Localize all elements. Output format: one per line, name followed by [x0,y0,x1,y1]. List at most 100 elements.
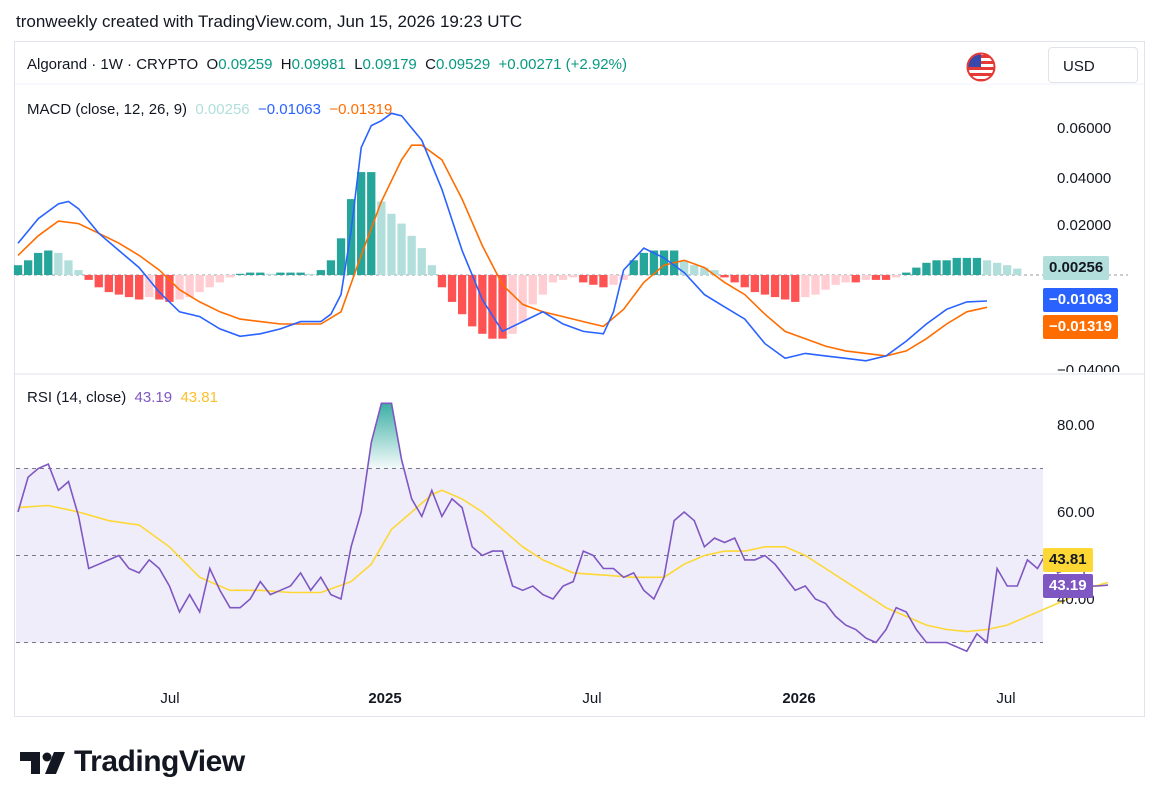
macd-histogram-bar [912,267,921,275]
macd-histogram-bar [538,275,547,295]
x-tick: Jul [582,690,602,707]
macd-histogram-bar [316,270,325,275]
macd-histogram-bar [993,262,1002,276]
macd-histogram-bar [205,275,214,288]
macd-histogram-bar [892,275,901,278]
macd-line [17,112,988,362]
rsi-line [17,402,1109,653]
x-tick: Jul [160,690,180,707]
macd-histogram-bar [165,275,174,302]
macd-histogram-bar [367,172,376,275]
macd-histogram-bar [811,275,820,295]
macd-signal-tag: −0.01319 [1043,315,1118,339]
macd-histogram-bar [246,272,255,275]
macd-histogram-bar [44,250,53,275]
macd-histogram-bar [851,275,860,283]
macd-histogram-bar [266,273,275,275]
tradingview-brand: TradingView [74,745,245,778]
macd-histogram-bar [841,275,850,283]
macd-histogram-bar [235,273,245,275]
macd-y-tick: 0.06000 [1057,120,1112,137]
macd-histogram-bar [629,260,638,275]
macd-histogram-bar [256,272,265,275]
macd-histogram-bar [34,252,43,275]
macd-signal-line [17,144,988,357]
macd-histogram-bar [458,275,467,315]
macd-y-tick: 0.04000 [1057,170,1112,187]
macd-histogram-bar [124,275,134,298]
macd-histogram-bar [347,199,356,275]
macd-histogram-bar [659,250,669,275]
macd-histogram-bar [1003,265,1012,275]
macd-histogram-bar [871,275,881,280]
high-label: H [280,56,292,73]
ohlc-header: Algorand · 1W · CRYPTO O0.09259 H0.09981… [27,56,627,73]
chart-frame[interactable] [14,41,1145,717]
macd-histogram-bar [599,275,608,288]
low-value: 0.09179 [362,56,417,73]
macd-histogram-bar [498,275,507,339]
macd-histogram-bar [952,257,961,275]
change-value: +0.00271 (+2.92%) [498,56,627,73]
macd-histogram-bar [508,275,517,334]
rsi-tag: 43.19 [1043,574,1093,598]
macd-histogram-bar [94,275,103,288]
macd-histogram-bar [982,260,992,275]
macd-histogram-bar [791,275,800,302]
macd-histogram-bar [750,275,759,293]
macd-histogram-bar [135,275,144,300]
macd-histogram-bar [104,275,113,293]
macd-histogram-bar [569,275,578,278]
rsi-value: 43.19 [134,389,173,406]
rsi-label[interactable]: RSI (14, close) [27,389,127,406]
macd-histogram-bar [336,238,346,276]
macd-histogram-bar [730,275,739,283]
macd-histogram-bar [114,275,124,295]
us-flag-icon[interactable] [966,52,996,82]
macd-histogram-bar [195,275,204,293]
macd-histogram-bar [831,275,840,285]
symbol-label[interactable]: Algorand · 1W · CRYPTO [27,56,199,73]
x-tick: 2026 [782,690,816,707]
macd-histogram-bar [357,172,366,275]
macd-histogram-bar [649,250,659,275]
macd-histogram-bar [437,275,447,288]
macd-histogram-bar [407,235,416,275]
macd-legend: MACD (close, 12, 26, 9) 0.00256 −0.01063… [27,101,392,118]
macd-histogram-bar [225,275,235,278]
macd-histogram-bar [690,265,699,275]
macd-histogram-bar [427,265,436,275]
macd-histogram-bar [276,272,285,275]
macd-histogram-bar [528,275,537,305]
macd-histogram-bar [760,275,770,295]
chart-caption: tronweekly created with TradingView.com,… [16,12,523,31]
macd-histogram-bar [24,260,33,275]
rsi-y-tick: 80.00 [1057,417,1095,434]
macd-histogram-bar [902,272,911,275]
rsi-overbought-fill [367,403,404,469]
macd-histogram-bar [639,252,648,275]
macd-histogram-bar [417,248,426,275]
currency-button[interactable]: USD [1048,47,1138,83]
macd-histogram-bar [478,275,487,334]
macd-histogram-bar [558,275,568,280]
macd-histogram-bar [821,275,830,290]
x-tick: Jul [996,690,1016,707]
macd-histogram-bar [861,275,870,280]
macd-histogram-bar [155,275,164,300]
macd-histogram-bar [286,272,295,275]
macd-line-value: −0.01063 [257,101,321,118]
macd-label[interactable]: MACD (close, 12, 26, 9) [27,101,188,118]
low-label: L [354,56,363,73]
macd-histogram-bar [468,275,477,327]
macd-histogram-bar [710,270,719,275]
macd-histogram-bar [619,275,628,280]
close-label: C [425,56,436,73]
macd-histogram-bar [942,260,951,275]
macd-histogram-bar [740,275,749,288]
macd-histogram-bar [397,223,406,275]
macd-signal-value: −0.01319 [329,101,393,118]
rsi-legend: RSI (14, close) 43.19 43.81 [27,389,218,406]
macd-histogram-bar [932,260,941,275]
